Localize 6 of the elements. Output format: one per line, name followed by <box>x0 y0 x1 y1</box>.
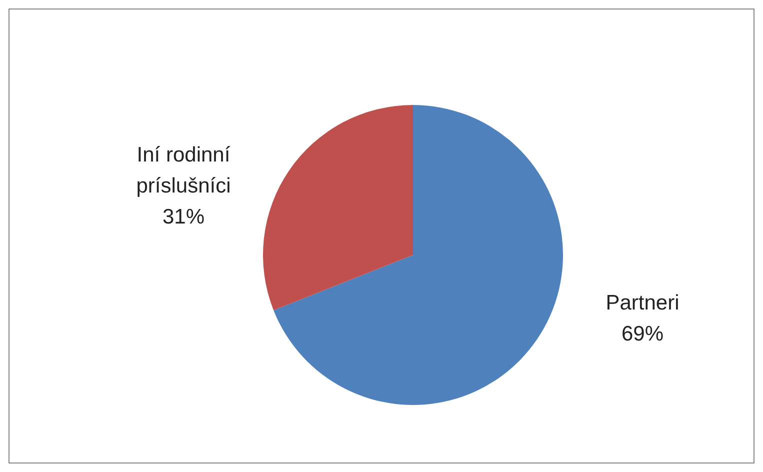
pie-slice <box>263 105 413 310</box>
slice-label: Iní rodinní príslušníci <box>136 144 231 198</box>
slice-label: Partneri <box>606 291 680 314</box>
data-label: 69% <box>622 322 664 346</box>
data-label: 31% <box>162 206 204 229</box>
pie-slice <box>274 105 563 405</box>
